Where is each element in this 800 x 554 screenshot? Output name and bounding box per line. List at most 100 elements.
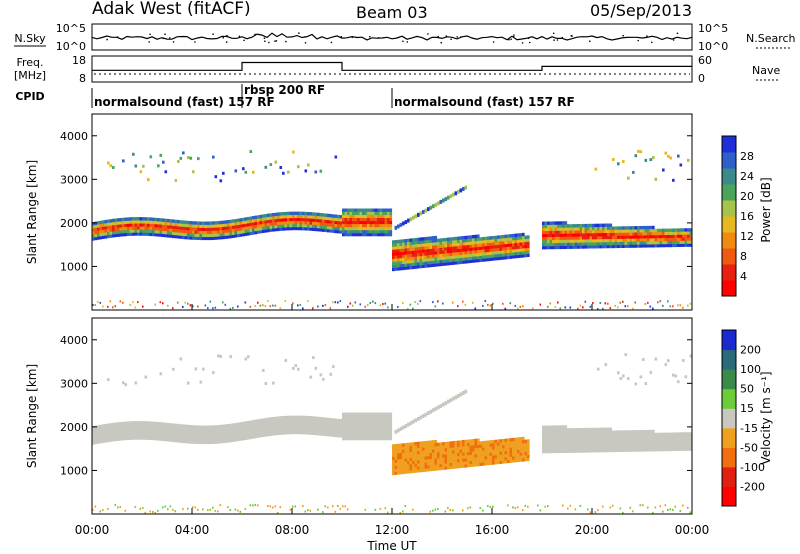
velocity-cell (564, 446, 568, 450)
velocity-cell (662, 432, 665, 436)
power-cell (414, 244, 418, 248)
velocity-cell (562, 431, 565, 435)
velocity-cell (549, 434, 553, 438)
velocity-cell (674, 447, 678, 452)
velocity-cell (289, 508, 292, 511)
power-cell (307, 218, 310, 222)
velocity-cell (437, 507, 439, 510)
power-cell (647, 231, 650, 236)
power-cell (524, 241, 528, 246)
power-cell (612, 238, 615, 243)
velocity-cell (607, 448, 610, 453)
power-cell (367, 208, 370, 212)
velocity-cell (444, 457, 448, 461)
velocity-cell (124, 421, 128, 425)
velocity-cell (594, 430, 598, 435)
velocity-cell (107, 432, 110, 437)
velocity-cell (302, 431, 305, 435)
power-cell (429, 257, 433, 262)
power-cell (434, 254, 438, 258)
velocity-cell (192, 506, 194, 509)
velocity-cell (562, 428, 565, 432)
velocity-cell (604, 427, 608, 431)
velocity-cell (322, 377, 325, 381)
power-colorbar-swatch (722, 232, 736, 249)
power-cell (642, 232, 645, 236)
power-cell (409, 250, 413, 255)
power-cell (659, 243, 663, 248)
velocity-cell (527, 505, 529, 508)
velocity-cell (504, 450, 508, 455)
velocity-cell (219, 433, 223, 438)
velocity-cell (94, 437, 98, 442)
velocity-cell (369, 430, 373, 435)
velocity-cell (242, 427, 245, 432)
velocity-cell (612, 439, 615, 443)
power-cell (417, 262, 420, 266)
power-cell (354, 232, 358, 237)
velocity-cell (379, 415, 383, 419)
power-cell (649, 305, 652, 308)
power-cell (587, 236, 590, 240)
power-cell (672, 228, 675, 232)
velocity-cell (159, 425, 163, 429)
power-cell (347, 214, 350, 218)
velocity-cell (369, 427, 373, 432)
power-cell (132, 226, 135, 230)
velocity-cell (162, 431, 165, 435)
velocity-cell (162, 428, 165, 432)
velocity-cell (187, 437, 190, 441)
power-cell (599, 238, 603, 243)
power-cell (197, 227, 200, 231)
velocity-cell (464, 461, 468, 465)
velocity-cell (469, 463, 473, 467)
velocity-cell (154, 437, 158, 441)
power-cell (279, 218, 283, 222)
power-cell (422, 261, 425, 265)
power-cell (574, 236, 578, 240)
search-noise-dot (672, 39, 675, 41)
velocity-cell (234, 438, 238, 442)
velocity-cell (214, 437, 218, 441)
velocity-cell (247, 424, 250, 428)
power-cell (222, 229, 225, 234)
power-cell (504, 240, 508, 245)
velocity-cell (649, 439, 653, 443)
power-cell (342, 229, 345, 234)
power-cell (477, 249, 480, 254)
velocity-cell (507, 456, 510, 461)
power-cell (507, 243, 510, 247)
search-noise-dot (589, 40, 591, 42)
power-cell (549, 233, 553, 237)
power-cell (419, 300, 422, 303)
velocity-cell (522, 442, 525, 447)
velocity-cell (302, 427, 305, 432)
velocity-cell (474, 438, 478, 443)
power-cell (187, 223, 190, 228)
velocity-cell (259, 434, 263, 438)
power-cell (674, 243, 678, 248)
power-cell (297, 304, 299, 307)
velocity-cell (457, 440, 460, 444)
velocity-cell (317, 419, 320, 424)
power-cell (297, 211, 300, 215)
power-cell (372, 208, 375, 212)
velocity-cell (239, 434, 243, 438)
velocity-cell (209, 440, 213, 445)
power-cell (179, 235, 183, 239)
power-cell (187, 233, 190, 237)
power-cell (467, 235, 470, 239)
power-cell (592, 242, 595, 246)
velocity-cell (632, 433, 635, 437)
velocity-colorbar-tick: 50 (740, 383, 754, 396)
power-cell (624, 232, 628, 236)
velocity-cell (182, 439, 185, 444)
velocity-cell (429, 452, 433, 456)
power-cell (382, 214, 385, 218)
power-cell (212, 307, 214, 310)
power-cell (519, 239, 523, 243)
power-cell (469, 238, 473, 242)
power-cell (577, 230, 580, 234)
power-cell (437, 238, 440, 243)
power-cell (422, 255, 425, 259)
